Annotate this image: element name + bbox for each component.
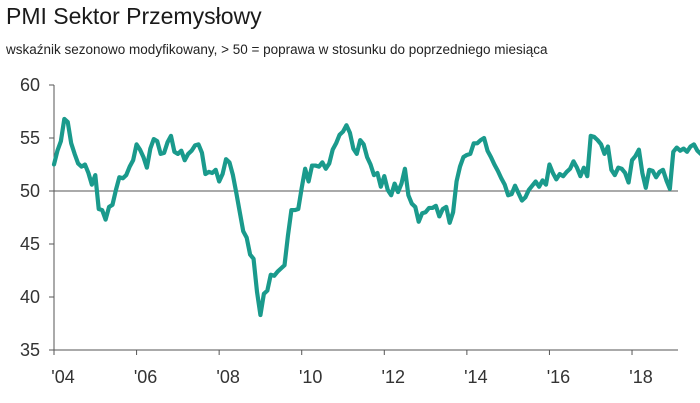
- x-tick-label: '08: [216, 367, 239, 387]
- chart-title: PMI Sektor Przemysłowy: [6, 3, 262, 29]
- y-tick-label: 50: [20, 181, 40, 201]
- y-tick-label: 60: [20, 75, 40, 95]
- x-tick-label: '10: [299, 367, 322, 387]
- y-tick-label: 45: [20, 234, 40, 254]
- y-tick-label: 40: [20, 287, 40, 307]
- axis-layer: 35 40 45 50 55 60 '04 '06 '08 '10 '12 '14 '16 '18: [20, 75, 678, 387]
- y-tick-label: 55: [20, 128, 40, 148]
- y-tick-label: 35: [20, 340, 40, 360]
- x-tick-label: '18: [629, 367, 652, 387]
- x-tick-label: '14: [464, 367, 487, 387]
- x-tick-label: '04: [51, 367, 74, 387]
- chart-subtitle: wskaźnik sezonowo modyfikowany, > 50 = p…: [6, 42, 548, 57]
- x-tick-label: '06: [134, 367, 157, 387]
- x-tick-label: '12: [382, 367, 405, 387]
- series-layer: [51, 116, 700, 318]
- series-line: [51, 116, 700, 318]
- x-tick-label: '16: [547, 367, 570, 387]
